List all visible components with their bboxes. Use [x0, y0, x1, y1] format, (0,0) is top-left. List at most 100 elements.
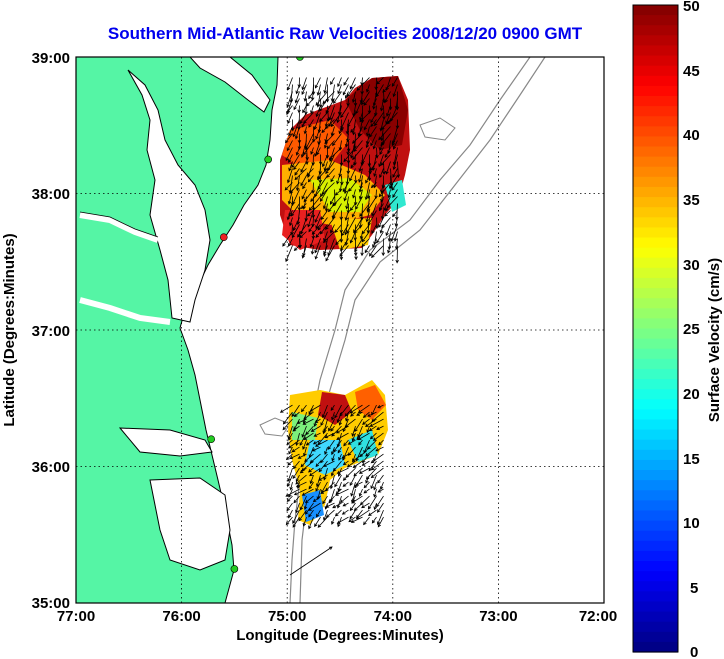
velocity-vector: [341, 509, 349, 515]
colorbar-swatch: [633, 611, 678, 623]
velocity-vector: [391, 77, 398, 87]
colorbar-swatch: [633, 368, 678, 380]
velocity-vector: [347, 439, 356, 445]
x-tick-label: 73:00: [479, 608, 517, 625]
velocity-vector: [310, 189, 321, 203]
velocity-vector: [370, 474, 377, 490]
velocity-vector: [350, 140, 356, 159]
velocity-vector: [288, 509, 293, 519]
velocity-vector: [301, 119, 307, 128]
velocity-vector: [284, 182, 293, 191]
velocity-vector: [349, 168, 356, 182]
velocity-vector: [288, 210, 293, 218]
bathymetry-contour: [259, 417, 291, 437]
velocity-vector: [288, 154, 293, 163]
velocity-vector: [346, 147, 350, 156]
velocity-vector: [320, 210, 328, 221]
velocity-vector: [292, 467, 300, 479]
velocity-vector: [282, 231, 293, 247]
velocity-vector: [302, 418, 314, 425]
velocity-vector: [336, 495, 342, 509]
plot-frame: [75, 56, 605, 604]
velocity-vector: [310, 147, 314, 155]
velocity-vector: [324, 203, 329, 212]
velocity-vector: [370, 453, 384, 464]
colorbar-swatch: [633, 197, 678, 208]
velocity-vector: [387, 189, 391, 199]
velocity-vector: [368, 425, 377, 432]
velocity-vector: [319, 112, 328, 122]
velocity-vector: [295, 502, 300, 514]
velocity-vector: [339, 245, 349, 257]
velocity-vector: [299, 231, 307, 239]
colorbar-swatch: [633, 227, 678, 239]
velocity-vector: [363, 98, 370, 106]
velocity-vector: [309, 404, 321, 412]
velocity-vector: [308, 467, 314, 473]
velocity-vector: [376, 509, 384, 526]
velocity-vector: [319, 189, 328, 202]
velocity-vector: [323, 161, 328, 172]
velocity-vector: [334, 509, 342, 517]
velocity-vector: [338, 453, 342, 461]
velocity-vector: [323, 77, 328, 94]
velocity-vector: [372, 238, 377, 248]
velocity-vector: [295, 481, 307, 488]
velocity-vector: [352, 147, 363, 161]
colorbar-swatch: [633, 277, 678, 289]
velocity-vector: [377, 404, 384, 409]
velocity-vector: [291, 224, 300, 239]
velocity-vector: [306, 168, 314, 176]
colorbar-swatch: [633, 5, 678, 16]
velocity-vector: [355, 509, 370, 520]
velocity-vector: [389, 175, 398, 189]
velocity-vector: [335, 425, 349, 434]
velocity-vector: [382, 161, 386, 175]
colorbar-swatch: [633, 520, 678, 532]
colorbar-swatch: [633, 176, 678, 188]
velocity-vector: [318, 474, 328, 481]
velocity-vector: [378, 217, 384, 228]
velocity-vector: [295, 474, 307, 485]
velocity-vector: [340, 105, 349, 119]
velocity-vector: [373, 168, 377, 178]
colorbar-swatch: [633, 95, 678, 107]
velocity-vector: [340, 238, 349, 252]
velocity-vector: [292, 119, 300, 138]
velocity-vector: [315, 91, 328, 106]
colorbar-frame: [632, 4, 679, 653]
chesapeake-bay: [127, 69, 211, 323]
velocity-vector: [282, 411, 293, 425]
velocity-vector: [292, 516, 300, 528]
colorbar-swatch: [633, 15, 678, 26]
velocity-vector: [320, 488, 328, 494]
velocity-vector: [282, 418, 293, 431]
velocity-vector: [377, 516, 384, 528]
velocity-vector: [316, 84, 321, 96]
velocity-vector: [361, 91, 370, 106]
velocity-vector: [291, 446, 300, 453]
velocity-vector: [316, 509, 321, 518]
velocity-vector: [287, 112, 293, 125]
velocity-vector: [332, 133, 342, 147]
bathymetry-contour: [419, 117, 456, 141]
colorbar-swatch: [633, 631, 678, 643]
velocity-vector: [286, 77, 293, 91]
velocity-vector: [333, 439, 342, 453]
colorbar-swatch: [633, 621, 678, 633]
velocity-vector: [323, 245, 328, 255]
velocity-vector: [325, 502, 335, 508]
colorbar-swatch: [633, 459, 678, 471]
velocity-vector: [352, 460, 363, 468]
velocity-vector: [351, 210, 356, 218]
velocity-vector: [294, 91, 300, 104]
velocity-vector: [350, 161, 356, 169]
velocity-vector: [348, 182, 356, 192]
velocity-vector: [330, 112, 342, 128]
velocity-vector: [295, 433, 300, 447]
colorbar-swatch: [633, 257, 678, 269]
velocity-vector: [342, 502, 349, 507]
colorbar-swatch: [633, 348, 678, 360]
velocity-vector: [351, 432, 356, 442]
